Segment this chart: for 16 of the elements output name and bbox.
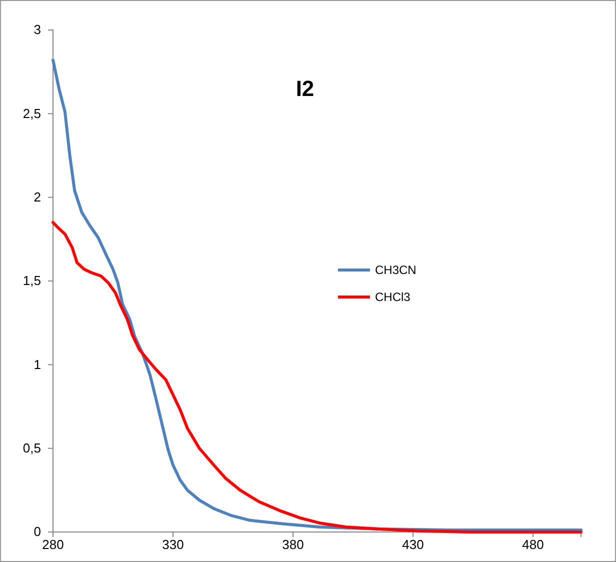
x-tick-label: 380 bbox=[282, 537, 304, 552]
x-tick-label: 480 bbox=[522, 537, 544, 552]
text: I2 bbox=[296, 76, 314, 101]
x-tick-label: 430 bbox=[402, 537, 424, 552]
y-tick-label: 0 bbox=[34, 524, 41, 540]
y-tick-label: 1 bbox=[34, 356, 41, 372]
x-tick-label: 330 bbox=[162, 537, 184, 552]
y-tick-label: 2,5 bbox=[22, 106, 41, 121]
legend-label: CH3CN bbox=[375, 263, 416, 277]
line-series bbox=[52, 220, 582, 534]
y-tick-label: 0,5 bbox=[22, 440, 41, 456]
legend-label: CHCl3 bbox=[375, 290, 411, 304]
y-tick-label: 2 bbox=[34, 189, 41, 204]
x-tick-label: 280 bbox=[42, 537, 64, 552]
y-tick-label: 3 bbox=[34, 22, 41, 38]
y-tick-label: 1,5 bbox=[22, 273, 41, 288]
